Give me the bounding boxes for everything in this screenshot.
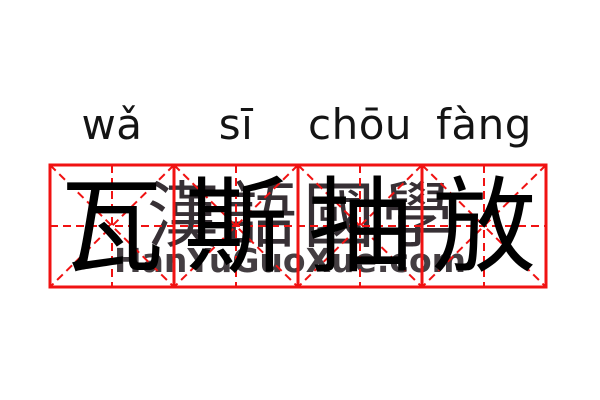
hanzi-row: 瓦 斯 抽 放: [50, 161, 546, 288]
pinyin-syllable: sī: [218, 100, 254, 149]
hanzi-character: 斯: [183, 166, 288, 288]
watermark-chinese-text: 漢語國學: [146, 174, 460, 258]
hanzi-character: 放: [431, 166, 536, 288]
pinyin-syllable: wǎ: [81, 100, 143, 149]
hanzi-character: 抽: [307, 166, 412, 288]
pinyin-row: wǎ sī chōu fàng: [50, 99, 546, 151]
practice-grid: [48, 163, 548, 289]
pinyin-syllable: chōu: [307, 100, 413, 149]
pinyin-syllable: fàng: [436, 100, 532, 149]
hanzi-character: 瓦: [59, 166, 164, 288]
